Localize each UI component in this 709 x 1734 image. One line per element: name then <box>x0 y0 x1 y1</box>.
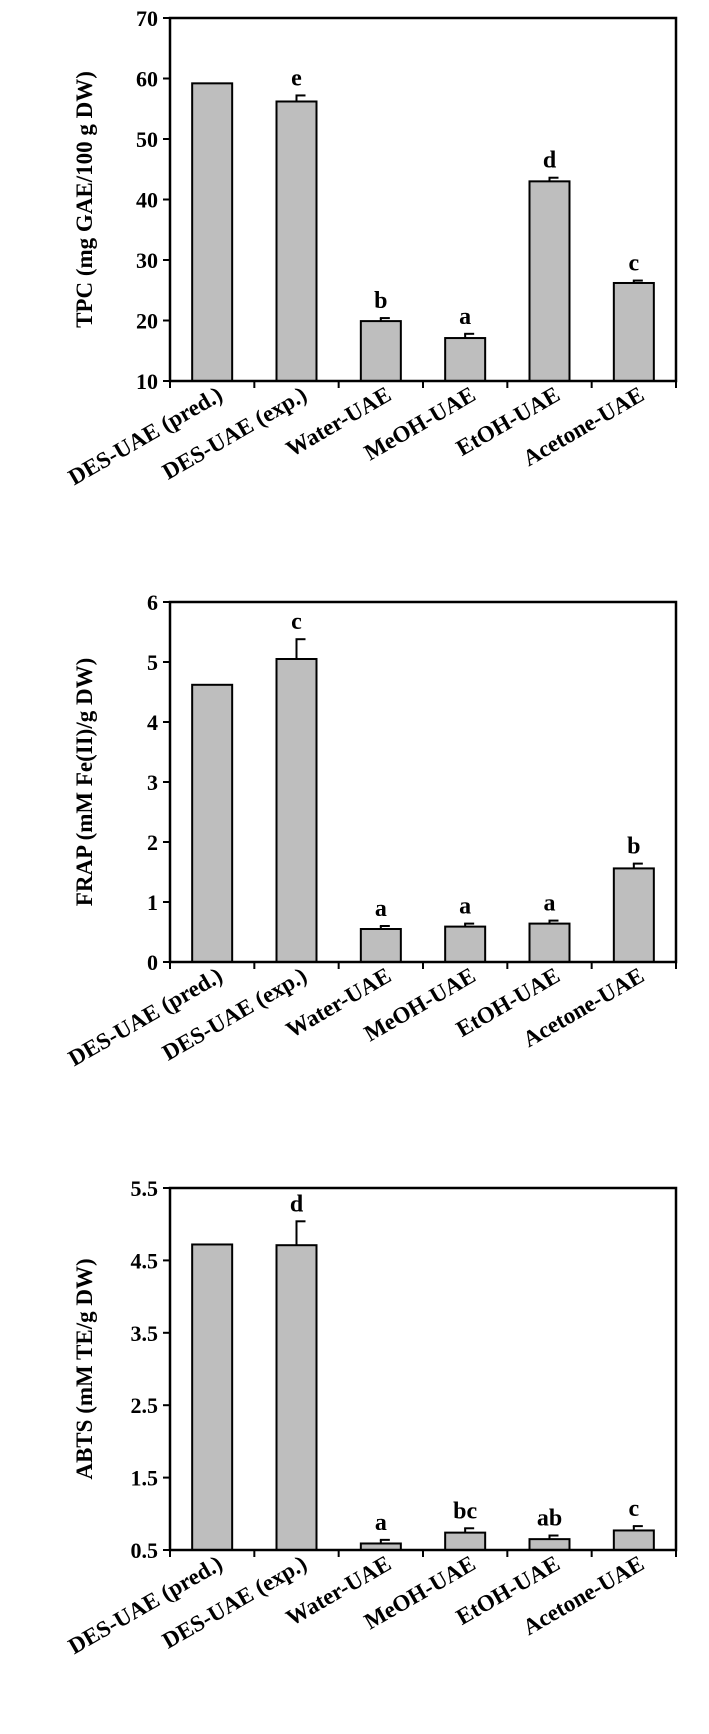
significance-letter: e <box>291 65 302 91</box>
y-tick-label: 5 <box>147 650 158 675</box>
significance-letter: c <box>291 609 302 635</box>
y-tick-label: 50 <box>136 127 158 152</box>
y-tick-label: 4.5 <box>131 1248 159 1273</box>
bar <box>359 320 402 383</box>
bar <box>444 1531 487 1552</box>
bar <box>612 867 655 964</box>
bar <box>444 337 487 383</box>
x-category-label: DES-UAE (pred.) <box>64 1551 227 1659</box>
y-tick-label: 2.5 <box>131 1393 159 1418</box>
y-tick-label: 4 <box>147 710 158 735</box>
bar <box>528 922 571 963</box>
significance-letter: c <box>629 1496 640 1522</box>
bar <box>528 180 571 382</box>
y-tick-label: 40 <box>136 188 158 213</box>
x-category-label: DES-UAE (pred.) <box>64 963 227 1071</box>
bar <box>359 928 402 963</box>
significance-letter: b <box>627 834 640 860</box>
y-axis-title: TPC (mg GAE/100 g DW) <box>72 71 97 328</box>
plot-frame <box>168 16 678 383</box>
y-tick-label: 60 <box>136 67 158 92</box>
y-tick-label: 20 <box>136 309 158 334</box>
y-tick-label: 3 <box>147 770 158 795</box>
significance-letter: a <box>544 891 556 917</box>
significance-letter: b <box>374 288 387 314</box>
y-tick-label: 0 <box>147 950 158 975</box>
x-category-label: DES-UAE (exp.) <box>158 1551 311 1654</box>
y-tick-label: 1 <box>147 890 158 915</box>
y-tick-label: 70 <box>136 6 158 31</box>
y-tick-label: 3.5 <box>131 1321 159 1346</box>
chart-1: e b a d c 10 20 30 40 50 60 70 DES-UAE (pred.)DES-UA… <box>64 6 678 490</box>
bar <box>191 683 234 963</box>
significance-letter: d <box>543 148 557 174</box>
y-tick-label: 1.5 <box>131 1466 159 1491</box>
y-tick-label: 6 <box>147 590 158 615</box>
bar <box>528 1538 571 1552</box>
y-tick-label: 0.5 <box>131 1538 159 1563</box>
x-category-label: DES-UAE (exp.) <box>158 382 311 485</box>
y-tick-label: 2 <box>147 830 158 855</box>
significance-letter: a <box>459 304 471 330</box>
y-tick-label: 30 <box>136 248 158 273</box>
y-tick-label: 10 <box>136 369 158 394</box>
plot-frame <box>168 600 678 964</box>
bar <box>275 100 318 383</box>
y-tick-label: 5.5 <box>131 1176 159 1201</box>
x-category-label: DES-UAE (pred.) <box>64 382 227 490</box>
bar <box>191 1243 234 1552</box>
x-category-label: DES-UAE (exp.) <box>158 963 311 1066</box>
bar <box>275 1244 318 1552</box>
bar <box>612 281 655 382</box>
significance-letter: d <box>290 1191 304 1217</box>
bar <box>444 925 487 963</box>
y-axis-title: FRAP (mM Fe(II)/g DW) <box>72 658 97 906</box>
significance-letter: bc <box>453 1498 477 1524</box>
significance-letter: c <box>629 251 640 277</box>
significance-letter: a <box>459 894 471 920</box>
bar <box>191 82 234 382</box>
chart-2: c a a a b 0 1 2 3 4 5 6 DES-UAE (pred.)DES-UAE (exp.… <box>64 590 678 1071</box>
bar <box>275 658 318 963</box>
significance-letter: a <box>375 896 387 922</box>
plot-frame <box>168 1186 678 1552</box>
y-axis-title: ABTS (mM TE/g DW) <box>72 1258 97 1479</box>
significance-letter: ab <box>537 1506 562 1532</box>
bar <box>612 1529 655 1552</box>
significance-letter: a <box>375 1510 387 1536</box>
